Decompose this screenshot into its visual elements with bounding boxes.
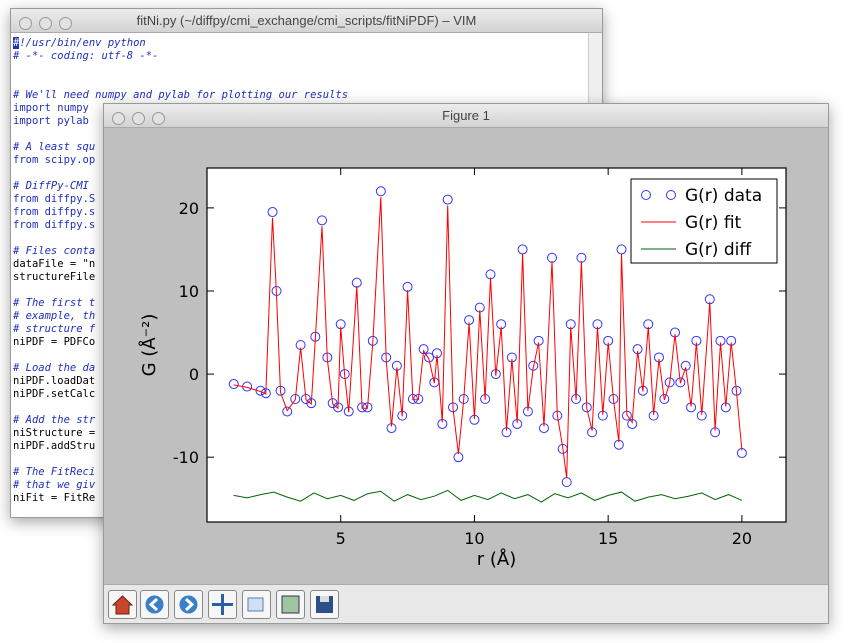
home-button[interactable] xyxy=(108,590,137,619)
code-line: # -*- coding: utf-8 -*- xyxy=(13,50,159,62)
data-point xyxy=(423,352,434,363)
code-line: dataFile = "n xyxy=(13,258,96,270)
y-tick-label: -10 xyxy=(173,448,199,467)
legend-marker xyxy=(666,190,676,200)
data-point xyxy=(316,215,327,226)
x-tick-label: 15 xyxy=(598,529,618,548)
data-point xyxy=(664,377,675,388)
code-line: from diffpy.s xyxy=(13,219,96,231)
vim-title-bar: fitNi.py (~/diffpy/cmi_exchange/cmi_scri… xyxy=(11,9,602,33)
code-line: # example, th xyxy=(13,310,96,322)
forward-button[interactable] xyxy=(174,590,203,619)
figure-title-bar: Figure 1 xyxy=(104,104,828,128)
code-line: from diffpy.S xyxy=(13,193,96,205)
window-controls[interactable] xyxy=(112,109,172,132)
code-line: from diffpy.s xyxy=(13,206,96,218)
back-button[interactable] xyxy=(140,590,169,619)
x-axis-label: r (Å) xyxy=(477,548,516,570)
figure-window: Figure 1 5 10 15 20 -10 0 10 20 r (Å) G (Å⁻²) G(r)… xyxy=(103,103,829,624)
code-line: import pylab xyxy=(13,115,89,127)
code-line: # We'll need numpy and pylab for plottin… xyxy=(13,89,349,101)
window-controls[interactable] xyxy=(19,14,79,37)
series-group xyxy=(228,186,747,503)
code-line: # that we giv xyxy=(13,479,96,491)
legend-label: G(r) data xyxy=(685,186,762,206)
data-point xyxy=(659,394,670,405)
y-axis-label: G (Å⁻²) xyxy=(138,314,160,377)
code-block: # DiffPy-CMI from diffpy.S from diffpy.s fr… xyxy=(13,180,348,232)
code-line: # Files conta xyxy=(13,245,96,257)
code-block: # Add the str niStructure = niPDF.addStru xyxy=(13,414,348,453)
x-tick-label: 10 xyxy=(464,529,484,548)
code-line: # A least squ xyxy=(13,141,96,153)
code-line: # structure f xyxy=(13,323,96,335)
vim-title: fitNi.py (~/diffpy/cmi_exchange/cmi_scri… xyxy=(136,13,477,28)
pan-button[interactable] xyxy=(208,590,237,619)
code-block: # A least squ from scipy.op xyxy=(13,141,348,167)
data-point xyxy=(442,194,453,205)
series-line xyxy=(233,489,743,503)
save-button[interactable] xyxy=(310,590,339,619)
y-tick-label: 20 xyxy=(179,199,199,218)
code-block: # Load the da niPDF.loadDat niPDF.setCalc xyxy=(13,362,348,401)
data-point xyxy=(255,385,266,396)
code-line: # The first t xyxy=(13,297,96,309)
data-point xyxy=(375,186,386,197)
x-tick-label: 20 xyxy=(732,529,752,548)
code-line: import numpy xyxy=(13,102,89,114)
data-point xyxy=(290,394,301,405)
code-line: niPDF = PDFCo xyxy=(13,336,96,348)
legend: G(r) data G(r) fit G(r) diff xyxy=(630,178,778,264)
code-block: #!/usr/bin/env python # -*- coding: utf-8… xyxy=(13,37,348,63)
code-line: # The FitReci xyxy=(13,466,96,478)
code-line: structureFile xyxy=(13,271,96,283)
zoom-button[interactable] xyxy=(242,590,271,619)
data-point xyxy=(267,207,278,218)
code-line: # Add the str xyxy=(13,414,96,426)
legend-label: G(r) diff xyxy=(685,240,752,260)
code-block: # We'll need numpy and pylab for plottin… xyxy=(13,89,348,128)
y-tick-label: 0 xyxy=(189,365,199,384)
code-line: #!/usr/bin/env python xyxy=(13,37,146,49)
code-line: from scipy.op xyxy=(13,154,96,166)
code-line: niStructure = xyxy=(13,427,96,439)
code-line: niPDF.loadDat xyxy=(13,375,96,387)
subplots-button[interactable] xyxy=(276,590,305,619)
code: #!/usr/bin/env python # -*- coding: utf-8… xyxy=(13,37,348,517)
data-point xyxy=(675,377,686,388)
legend-marker xyxy=(641,190,651,200)
plot-frame xyxy=(206,167,787,523)
series-line xyxy=(233,197,743,479)
x-tick-label: 5 xyxy=(336,529,346,548)
code-line: niPDF.setCalc xyxy=(13,388,96,400)
data-point xyxy=(413,394,424,405)
figure-title: Figure 1 xyxy=(442,108,490,123)
data-point xyxy=(282,406,293,417)
code-line: # DiffPy-CMI xyxy=(13,180,89,192)
y-tick-label: 10 xyxy=(179,282,199,301)
toolbar xyxy=(104,584,828,623)
code-line: niPDF.addStru xyxy=(13,440,96,452)
code-block: # Files conta dataFile = "n structureFile xyxy=(13,245,348,284)
code-line: # Load the da xyxy=(13,362,96,374)
code-block: # The FitReci # that we giv niFit = FitRe xyxy=(13,466,348,505)
code-line: niFit = FitRe xyxy=(13,492,96,504)
legend-label: G(r) fit xyxy=(685,213,742,233)
data-point xyxy=(228,379,239,390)
